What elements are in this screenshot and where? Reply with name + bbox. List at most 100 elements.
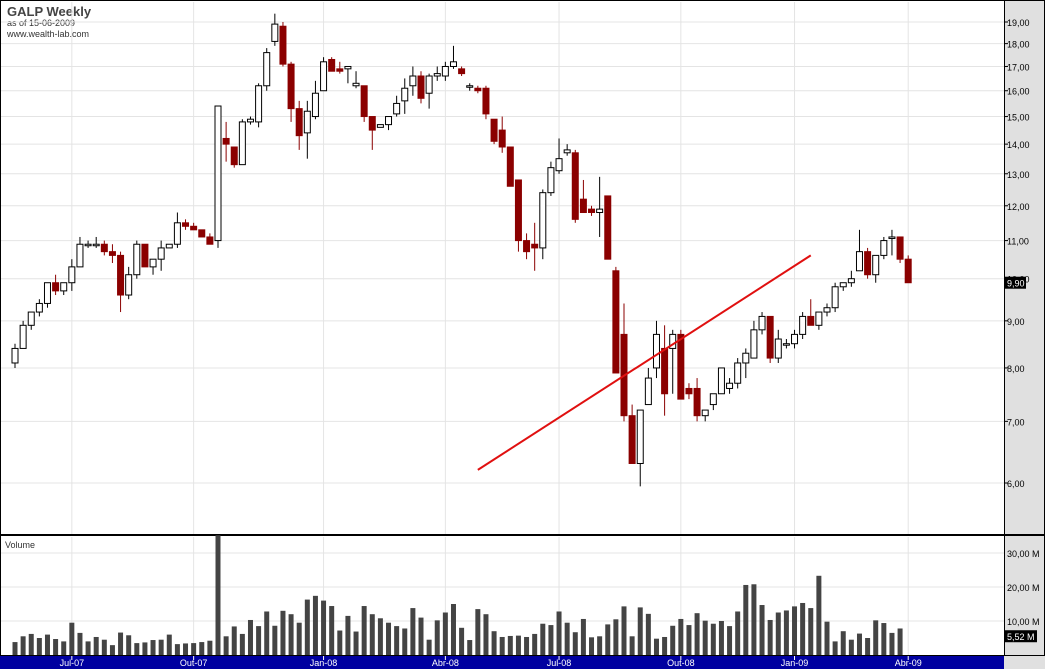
candle-body — [474, 87, 482, 92]
volume-bar — [264, 611, 270, 655]
volume-bar — [759, 605, 765, 655]
candle-body — [68, 266, 76, 284]
volume-bar — [109, 645, 115, 655]
candle-body — [336, 68, 344, 72]
candle-body — [734, 362, 742, 384]
volume-bar — [199, 642, 205, 655]
candle-body — [409, 75, 417, 87]
volume-bar — [256, 626, 262, 655]
volume-bar — [61, 641, 67, 655]
volume-bar — [345, 615, 351, 655]
candle-body — [636, 409, 644, 464]
volume-bar — [475, 609, 481, 655]
candle-body — [774, 338, 782, 359]
volume-bar — [134, 643, 140, 655]
volume-bar — [751, 584, 757, 655]
candle-body — [709, 393, 717, 406]
last-price-label: 9,90 — [1007, 279, 1025, 289]
candle-body — [717, 367, 725, 395]
candle-body — [807, 315, 815, 326]
candle-body — [506, 146, 514, 187]
candle-body — [855, 251, 863, 272]
price-pane-frame — [0, 0, 1045, 535]
volume-bar — [767, 619, 773, 655]
date-tick-label: Abr-09 — [895, 658, 922, 668]
volume-bar — [304, 599, 310, 655]
volume-bar — [69, 622, 75, 655]
volume-bar — [792, 606, 798, 655]
volume-bar — [702, 620, 708, 655]
volume-bar — [126, 635, 132, 655]
date-tick-label: Out-07 — [180, 658, 208, 668]
candle-body — [287, 63, 295, 110]
volume-bar — [118, 632, 124, 655]
candle-body — [19, 324, 27, 349]
date-tick-label: Jul-07 — [60, 658, 85, 668]
volume-bar — [710, 623, 716, 655]
price-tick-label: 16,00 — [1007, 87, 1030, 97]
volume-tick-label: 30,00 M — [1007, 549, 1040, 559]
candle-body — [661, 347, 669, 395]
candle-body — [579, 198, 587, 214]
candle-body — [182, 222, 190, 227]
volume-bar — [85, 641, 91, 655]
candle-body — [295, 108, 303, 137]
candle-body — [466, 85, 474, 88]
volume-bar — [166, 634, 172, 655]
candle-body — [92, 243, 100, 247]
volume-bar — [93, 636, 99, 655]
volume-bar — [735, 611, 741, 655]
volume-bar — [321, 600, 327, 655]
volume-bar — [515, 635, 521, 655]
volume-bar — [524, 636, 530, 655]
volume-bar — [36, 638, 42, 655]
volume-bar — [653, 638, 659, 655]
volume-bar — [718, 621, 724, 655]
candle-body — [328, 58, 336, 72]
date-tick-label: Jan-09 — [781, 658, 809, 668]
price-tick-label: 8,00 — [1007, 364, 1025, 374]
candle-body — [563, 149, 571, 154]
volume-bar — [548, 625, 554, 655]
candle-body — [320, 61, 328, 92]
candle-body — [612, 270, 620, 374]
volume-bar — [800, 602, 806, 655]
axis-panel — [1004, 0, 1045, 669]
volume-bar — [459, 627, 465, 655]
volume-bar — [215, 535, 221, 655]
price-tick-label: 13,00 — [1007, 170, 1030, 180]
volume-bar — [353, 631, 359, 655]
candle-body — [238, 121, 246, 166]
candle-body — [393, 102, 401, 115]
volume-bar — [53, 639, 59, 655]
volume-bar — [337, 630, 343, 655]
candle-body — [872, 254, 880, 276]
candle-body — [368, 116, 376, 131]
candle-body — [604, 195, 612, 260]
candle-body — [263, 52, 271, 87]
volume-bar — [775, 612, 781, 655]
volume-bar — [483, 614, 489, 655]
date-axis-bar — [0, 656, 1004, 669]
volume-pane-title: Volume — [5, 540, 35, 550]
volume-bar — [361, 606, 367, 655]
volume-bar — [207, 640, 213, 655]
candle-body — [279, 25, 287, 65]
volume-bar — [856, 633, 862, 655]
candle-body — [165, 243, 173, 249]
candle-body — [303, 110, 311, 134]
last-volume-label: 5,52 M — [1007, 632, 1035, 642]
candle-body — [385, 116, 393, 126]
volume-bar — [889, 632, 895, 655]
candle-body — [847, 278, 855, 284]
candle-body — [555, 158, 563, 172]
volume-bar — [20, 636, 26, 655]
volume-bar — [605, 624, 611, 655]
date-tick-label: Out-08 — [667, 658, 695, 668]
volume-bar — [824, 621, 830, 655]
price-tick-label: 11,00 — [1007, 237, 1029, 247]
candle-body — [588, 208, 596, 214]
price-tick-label: 17,00 — [1007, 62, 1030, 72]
candle-body — [758, 315, 766, 331]
